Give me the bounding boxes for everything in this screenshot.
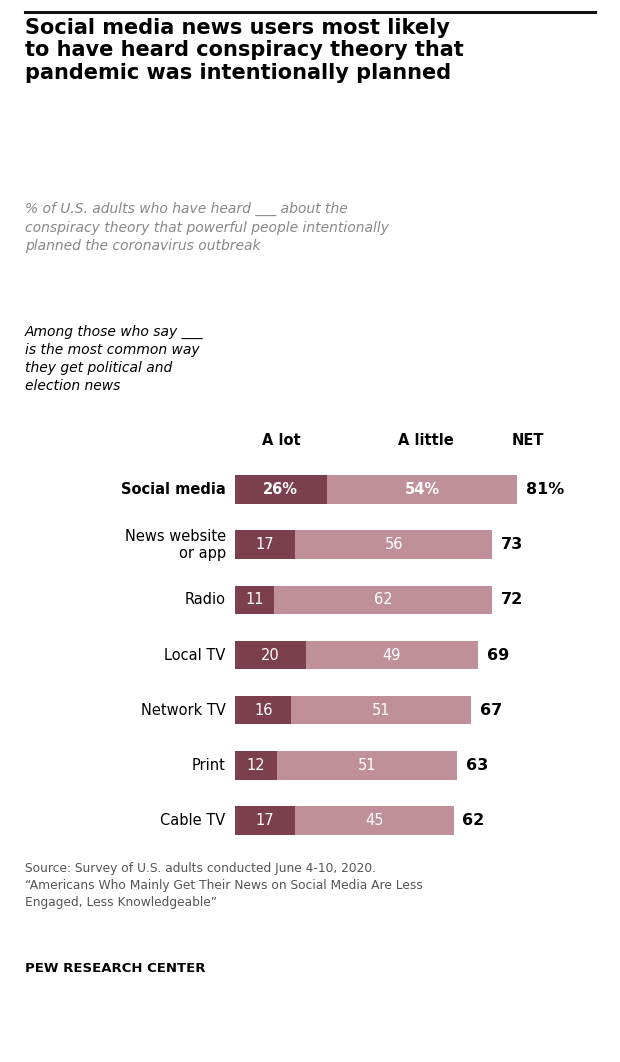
Text: Cable TV: Cable TV <box>161 812 226 828</box>
Text: 81%: 81% <box>526 482 564 497</box>
Text: 12: 12 <box>247 758 265 773</box>
Text: 49: 49 <box>383 648 401 663</box>
Text: 54%: 54% <box>404 482 440 497</box>
Text: Local TV: Local TV <box>164 648 226 663</box>
Text: Radio: Radio <box>185 593 226 607</box>
Text: 20: 20 <box>261 648 280 663</box>
Text: Source: Survey of U.S. adults conducted June 4-10, 2020.
“Americans Who Mainly G: Source: Survey of U.S. adults conducted … <box>25 862 423 909</box>
Bar <box>295 806 454 835</box>
Text: 62: 62 <box>374 593 392 607</box>
Text: 73: 73 <box>501 537 523 552</box>
Bar <box>235 751 277 780</box>
Text: 56: 56 <box>384 537 403 552</box>
Text: 17: 17 <box>255 812 274 828</box>
Text: 26%: 26% <box>264 482 298 497</box>
Bar <box>235 475 327 503</box>
Text: 69: 69 <box>487 648 510 663</box>
Text: PEW RESEARCH CENTER: PEW RESEARCH CENTER <box>25 962 205 975</box>
Text: Among those who say ___
is the most common way
they get political and
election n: Among those who say ___ is the most comm… <box>25 325 203 393</box>
Bar <box>235 806 295 835</box>
Text: A little: A little <box>397 433 453 448</box>
Text: 45: 45 <box>365 812 384 828</box>
Text: Print: Print <box>192 758 226 773</box>
Bar <box>235 696 291 724</box>
Bar <box>235 585 274 614</box>
Text: News website
or app: News website or app <box>125 529 226 561</box>
Text: 17: 17 <box>255 537 274 552</box>
Text: Network TV: Network TV <box>141 703 226 718</box>
Bar <box>291 696 471 724</box>
Text: 72: 72 <box>501 593 523 607</box>
Bar <box>274 585 492 614</box>
Bar <box>295 530 492 559</box>
Bar <box>235 530 295 559</box>
Text: Social media news users most likely
to have heard conspiracy theory that
pandemi: Social media news users most likely to h… <box>25 18 464 83</box>
Text: A lot: A lot <box>262 433 300 448</box>
Bar <box>306 640 478 669</box>
Text: 16: 16 <box>254 703 272 718</box>
Text: Social media: Social media <box>121 482 226 497</box>
Text: 62: 62 <box>463 812 485 828</box>
Text: NET: NET <box>512 433 544 448</box>
Text: 67: 67 <box>480 703 502 718</box>
Text: 51: 51 <box>372 703 391 718</box>
Bar <box>277 751 457 780</box>
Text: % of U.S. adults who have heard ___ about the
conspiracy theory that powerful pe: % of U.S. adults who have heard ___ abou… <box>25 202 389 253</box>
Text: 51: 51 <box>358 758 376 773</box>
Text: 63: 63 <box>466 758 488 773</box>
Bar <box>327 475 517 503</box>
Bar <box>235 640 306 669</box>
Text: 11: 11 <box>245 593 264 607</box>
